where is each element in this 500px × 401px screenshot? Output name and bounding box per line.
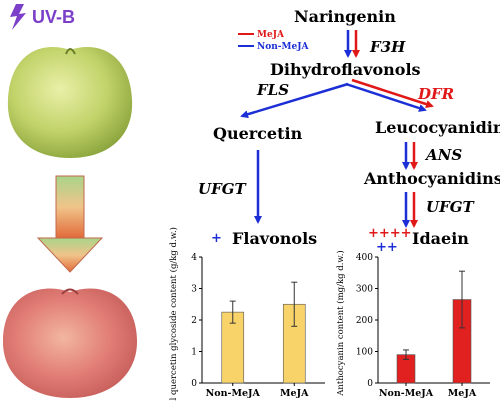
ufgt-left-label: UFGT xyxy=(198,180,248,198)
fls-label: FLS xyxy=(256,81,289,99)
y-tick-label: 200 xyxy=(356,316,373,326)
quercetin-chart: Total quercetin glycoside content (g/kg … xyxy=(168,227,325,401)
lightning-bolt-icon xyxy=(10,4,26,30)
y-tick-label: 1 xyxy=(191,348,197,358)
green-apple-image xyxy=(7,47,133,158)
ans-label: ANS xyxy=(424,146,462,164)
y-tick-label: 0 xyxy=(367,379,373,389)
f3h-label: F3H xyxy=(369,38,406,56)
y-tick-label: 4 xyxy=(191,253,197,263)
dihydroflavonols-label: Dihydroflavonols xyxy=(270,60,421,79)
dfr-label: DFR xyxy=(417,85,454,103)
naringenin-label: Naringenin xyxy=(294,7,396,26)
idaein-label: Idaein xyxy=(412,229,469,248)
x-tick-label: Non-MeJA xyxy=(379,388,434,399)
y-tick-label: 2 xyxy=(191,316,197,326)
flavonols-plus: + xyxy=(211,231,222,246)
chart1-ylabel: Total quercetin glycoside content (g/kg … xyxy=(168,227,179,401)
y-tick-label: 0 xyxy=(191,379,197,389)
legend-nonmejja: Non-MeJA xyxy=(257,42,309,52)
x-tick-label: MeJA xyxy=(280,388,309,399)
gradient-down-arrow-icon xyxy=(36,175,104,273)
idaein-plus-red: ++++ xyxy=(368,226,412,241)
y-tick-label: 300 xyxy=(356,285,373,295)
y-tick-label: 100 xyxy=(356,348,373,358)
red-apple-image xyxy=(2,288,138,398)
x-tick-label: MeJA xyxy=(448,388,477,399)
ufgt-right-label: UFGT xyxy=(426,198,476,216)
y-tick-label: 400 xyxy=(356,253,373,263)
uvb-label: UV-B xyxy=(32,7,75,27)
idaein-plus-blue: ++ xyxy=(376,240,398,255)
x-tick-label: Non-MeJA xyxy=(206,388,261,399)
flavonols-label: Flavonols xyxy=(232,229,317,248)
anthocyanidins-label: Anthocyanidins xyxy=(363,169,500,188)
quercetin-label: Quercetin xyxy=(213,124,303,143)
chart2-ylabel: Anthocyanin content (mg/kg d.w.) xyxy=(335,250,346,396)
leucocyanidin-label: Leucocyanidin xyxy=(375,118,500,137)
y-tick-label: 3 xyxy=(191,285,197,295)
legend-mejja: MeJA xyxy=(257,30,285,40)
anthocyanin-chart: Anthocyanin content (mg/kg d.w.) 0 100 200… xyxy=(335,250,490,399)
